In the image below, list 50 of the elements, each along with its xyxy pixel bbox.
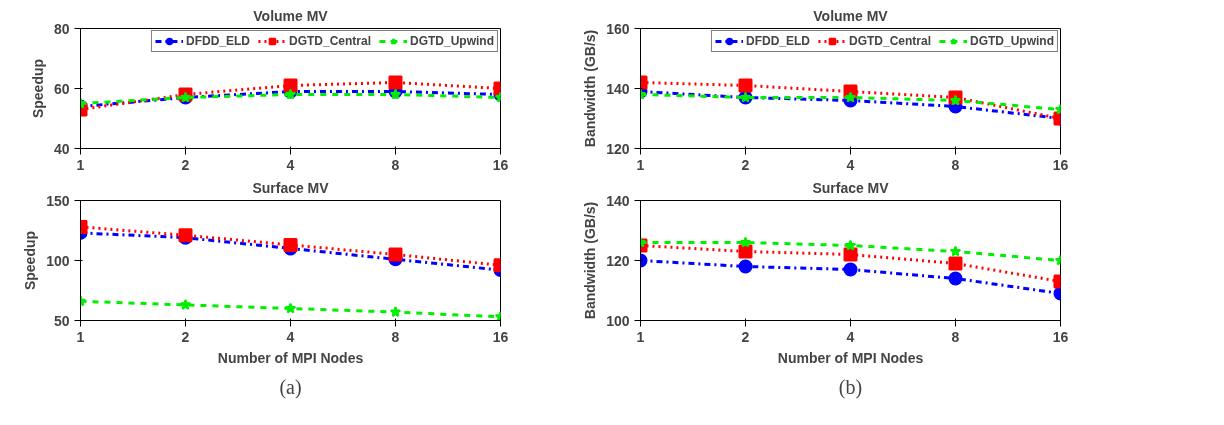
legend-label: DGTD_Central bbox=[288, 34, 371, 48]
y-tick-label: 50 bbox=[53, 312, 70, 329]
y-tick-label: 140 bbox=[606, 80, 630, 97]
y-tick-label: 120 bbox=[606, 252, 630, 269]
chart-title: Surface MV bbox=[812, 179, 890, 196]
y-axis-title: Speedup bbox=[22, 230, 39, 291]
y-tick-label: 40 bbox=[53, 140, 70, 157]
text: (a) bbox=[279, 375, 302, 399]
y-tick-label: 150 bbox=[46, 192, 70, 209]
chart-title: Surface MV bbox=[252, 179, 330, 196]
legend-label: DFDD_ELD bbox=[185, 34, 250, 48]
x-tick-label: 8 bbox=[951, 328, 960, 345]
x-tick-label: 4 bbox=[846, 156, 855, 173]
y-tick-label: 100 bbox=[46, 252, 70, 269]
x-tick-label: 4 bbox=[286, 328, 295, 345]
y-axis-title: Bandwidth (GB/s) bbox=[582, 201, 599, 320]
y-tick-label: 160 bbox=[606, 20, 630, 37]
x-tick-label: 4 bbox=[846, 328, 855, 345]
y-axis-title: Bandwidth (GB/s) bbox=[582, 29, 599, 148]
chart-title: Volume MV bbox=[253, 7, 329, 24]
x-tick-label: 1 bbox=[636, 328, 645, 345]
x-tick-label: 1 bbox=[76, 156, 85, 173]
x-axis-title: Number of MPI Nodes bbox=[217, 349, 364, 366]
x-tick-label: 8 bbox=[951, 156, 960, 173]
x-tick-label: 1 bbox=[636, 156, 645, 173]
legend-label: DGTD_Upwind bbox=[410, 34, 494, 48]
legend-label: DFDD_ELD bbox=[745, 34, 810, 48]
y-tick-label: 80 bbox=[53, 20, 70, 37]
x-tick-label: 16 bbox=[492, 156, 509, 173]
x-tick-label: 2 bbox=[741, 156, 750, 173]
y-tick-label: 60 bbox=[53, 80, 70, 97]
x-tick-label: 16 bbox=[1052, 328, 1069, 345]
text: (b) bbox=[838, 375, 863, 399]
y-tick-label: 140 bbox=[606, 192, 630, 209]
y-tick-label: 120 bbox=[606, 140, 630, 157]
x-axis-title: Number of MPI Nodes bbox=[777, 349, 924, 366]
x-tick-label: 8 bbox=[391, 328, 400, 345]
legend-label: DGTD_Central bbox=[848, 34, 931, 48]
x-tick-label: 2 bbox=[181, 328, 190, 345]
y-tick-label: 100 bbox=[606, 312, 630, 329]
x-tick-label: 8 bbox=[391, 156, 400, 173]
x-tick-label: 1 bbox=[76, 328, 85, 345]
x-tick-label: 2 bbox=[181, 156, 190, 173]
x-tick-label: 2 bbox=[741, 328, 750, 345]
x-tick-label: 16 bbox=[492, 328, 509, 345]
chart-title: Volume MV bbox=[813, 7, 889, 24]
y-axis-title: Speedup bbox=[29, 58, 46, 119]
x-tick-label: 16 bbox=[1052, 156, 1069, 173]
legend-label: DGTD_Upwind bbox=[970, 34, 1054, 48]
x-tick-label: 4 bbox=[286, 156, 295, 173]
